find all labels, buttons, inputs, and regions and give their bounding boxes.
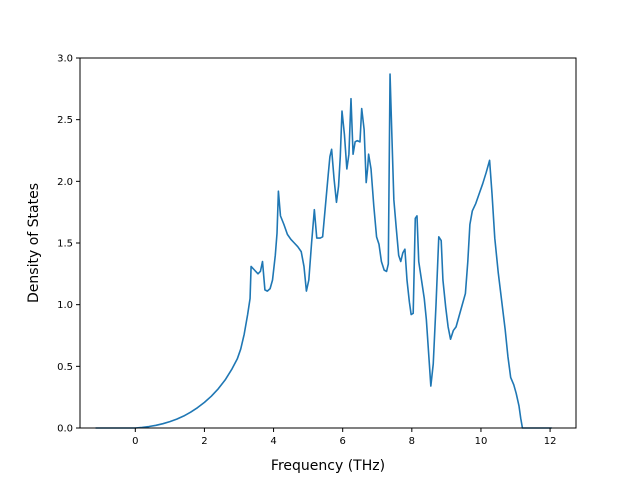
x-tick-label: 12	[544, 436, 557, 447]
plot-area	[80, 58, 576, 428]
y-tick-label: 0.5	[57, 362, 73, 373]
y-axis-label: Density of States	[26, 183, 42, 303]
dos-curve-0	[95, 73, 552, 429]
y-tick-label: 3.0	[57, 54, 73, 65]
x-tick-label: 8	[409, 436, 415, 447]
x-tick-label: 2	[201, 436, 207, 447]
y-tick-label: 1.5	[57, 239, 73, 250]
y-tick-label: 2.0	[57, 177, 73, 188]
series-layer	[95, 73, 552, 429]
x-axis-label: Frequency (THz)	[271, 458, 385, 474]
x-tick-label: 6	[340, 436, 346, 447]
x-tick-label: 4	[270, 436, 276, 447]
y-tick-label: 1.0	[57, 300, 73, 311]
x-axis-ticks: 0 2 4 6 8 10 12	[132, 428, 556, 447]
y-tick-label: 0.0	[57, 424, 73, 435]
y-axis-ticks: 0.0 0.5 1.0 1.5 2.0 2.5 3.0	[57, 54, 80, 435]
y-tick-label: 2.5	[57, 115, 73, 126]
x-tick-label: 0	[132, 436, 138, 447]
x-tick-label: 10	[475, 436, 488, 447]
